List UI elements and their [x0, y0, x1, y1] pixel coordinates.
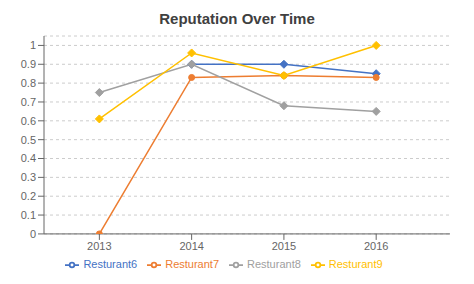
html-text:Resturant9: Resturant9 [328, 257, 383, 270]
svg-text:2016: 2016 [364, 240, 388, 252]
svg-text:2015: 2015 [272, 240, 296, 252]
html-text:Resturant8: Resturant8 [247, 257, 301, 270]
svg-text:0.8: 0.8 [21, 77, 36, 89]
svg-text:0.9: 0.9 [21, 58, 36, 70]
svg-text:0.2: 0.2 [21, 190, 36, 202]
html-text:Resturant6: Resturant6 [83, 257, 138, 270]
html-text:Reputation Over Time: Reputation Over Time [159, 10, 315, 27]
svg-text:2014: 2014 [179, 240, 203, 252]
html-text:Resturant7: Resturant7 [165, 257, 219, 270]
svg-text:0.1: 0.1 [21, 209, 36, 221]
svg-text:0.6: 0.6 [21, 115, 36, 127]
svg-text:0.7: 0.7 [21, 96, 36, 108]
svg-text:0.3: 0.3 [21, 171, 36, 183]
svg-text:0.5: 0.5 [21, 134, 36, 146]
svg-text:0: 0 [30, 228, 36, 240]
svg-text:0.4: 0.4 [21, 152, 36, 164]
svg-text:2013: 2013 [87, 240, 111, 252]
svg-text:1: 1 [30, 39, 36, 51]
